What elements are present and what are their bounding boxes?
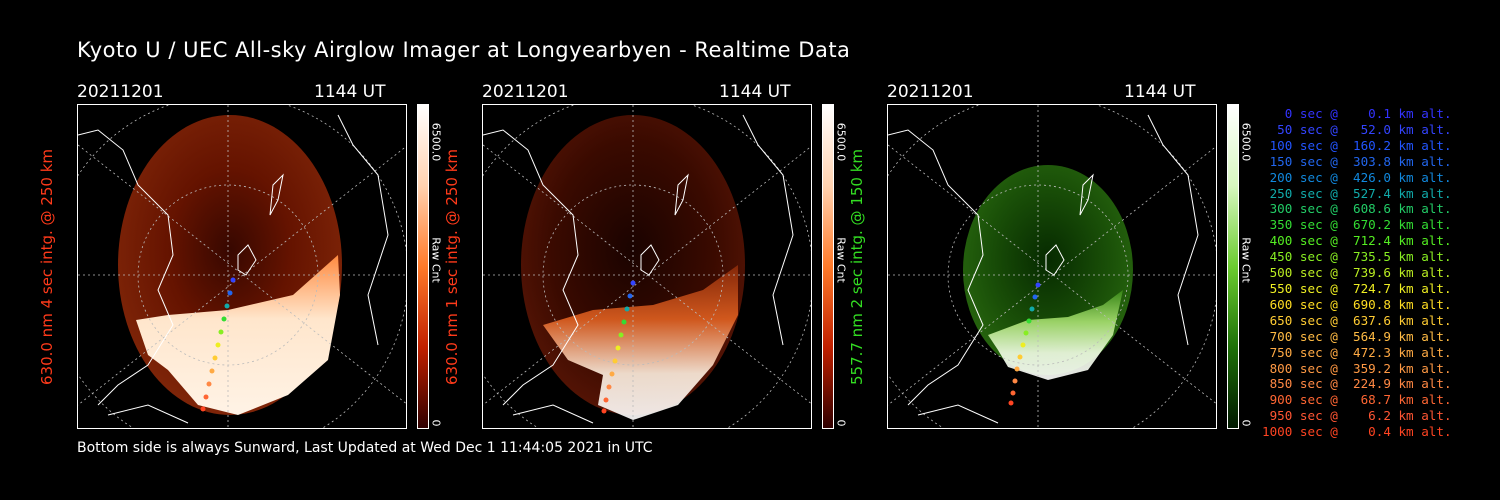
colorbar-min: 0 [429,419,443,427]
colorbar-label: Raw Cnt [834,237,848,283]
legend-row: 900 sec @ 68.7 km alt. [1262,392,1452,408]
legend-row: 950 sec @ 6.2 km alt. [1262,408,1452,424]
colorbar-max: 6500.0 [1239,122,1253,162]
colorbar-max: 6500.0 [429,122,443,162]
trajectory-dots [1008,282,1041,406]
legend-row: 850 sec @ 224.9 km alt. [1262,376,1452,392]
legend-row: 450 sec @ 735.5 km alt. [1262,249,1452,265]
legend-row: 700 sec @ 564.9 km alt. [1262,328,1452,344]
allsky-image-frame [887,104,1217,429]
panel-time: 1144 UT [1124,82,1196,102]
trajectory-dots [200,277,236,412]
legend-row: 500 sec @ 739.6 km alt. [1262,265,1452,281]
allsky-image [888,105,1216,428]
allsky-image-frame [482,104,812,429]
legend-row: 800 sec @ 359.2 km alt. [1262,360,1452,376]
legend-row: 600 sec @ 690.8 km alt. [1262,296,1452,312]
panel-side-label: 630.0 nm 1 sec intg. @ 250 km [443,148,461,386]
aurora-emission [136,255,340,415]
legend-row: 0 sec @ 0.1 km alt. [1262,106,1452,121]
panel-time: 1144 UT [719,82,791,102]
panel-date: 20211201 [77,82,164,102]
trajectory-dots [601,280,636,414]
altitude-legend: 0 sec @ 0.1 km alt. 50 sec @ 52.0 km alt… [1262,106,1452,440]
allsky-image [483,105,811,428]
allsky-image-frame [77,104,407,429]
panel-side-label: 630.0 nm 4 sec intg. @ 250 km [38,148,56,386]
panel-date: 20211201 [482,82,569,102]
colorbar-max: 6500.0 [834,122,848,162]
legend-row: 100 sec @ 160.2 km alt. [1262,137,1452,153]
colorbar [822,104,834,429]
colorbar-label: Raw Cnt [1239,237,1253,283]
allsky-image [78,105,406,428]
page-title: Kyoto U / UEC All-sky Airglow Imager at … [77,38,851,62]
colorbar-min: 0 [1239,419,1253,427]
panel-time: 1144 UT [314,82,386,102]
legend-row: 1000 sec @ 0.4 km alt. [1262,424,1452,440]
panel-630nm-4sec: 20211201 1144 UT 630.0 nm 4 sec intg. @ … [38,82,517,442]
colorbar [417,104,429,429]
footer-status: Bottom side is always Sunward, Last Upda… [77,440,653,456]
panel-side-label: 557.7 nm 2 sec intg. @ 150 km [848,148,866,386]
legend-row: 400 sec @ 712.4 km alt. [1262,233,1452,249]
legend-row: 250 sec @ 527.4 km alt. [1262,185,1452,201]
legend-row: 550 sec @ 724.7 km alt. [1262,280,1452,296]
legend-row: 300 sec @ 608.6 km alt. [1262,201,1452,217]
legend-row: 50 sec @ 52.0 km alt. [1262,121,1452,137]
colorbar-label: Raw Cnt [429,237,443,283]
legend-row: 350 sec @ 670.2 km alt. [1262,217,1452,233]
legend-row: 150 sec @ 303.8 km alt. [1262,153,1452,169]
panel-630nm-1sec: 20211201 1144 UT 630.0 nm 1 sec intg. @ … [443,82,922,442]
legend-row: 650 sec @ 637.6 km alt. [1262,312,1452,328]
legend-row: 200 sec @ 426.0 km alt. [1262,169,1452,185]
colorbar [1227,104,1239,429]
panel-date: 20211201 [887,82,974,102]
legend-row: 750 sec @ 472.3 km alt. [1262,344,1452,360]
colorbar-min: 0 [834,419,848,427]
panel-557nm-2sec: 20211201 1144 UT 557.7 nm 2 sec intg. @ … [848,82,1327,442]
aurora-emission [543,265,738,420]
